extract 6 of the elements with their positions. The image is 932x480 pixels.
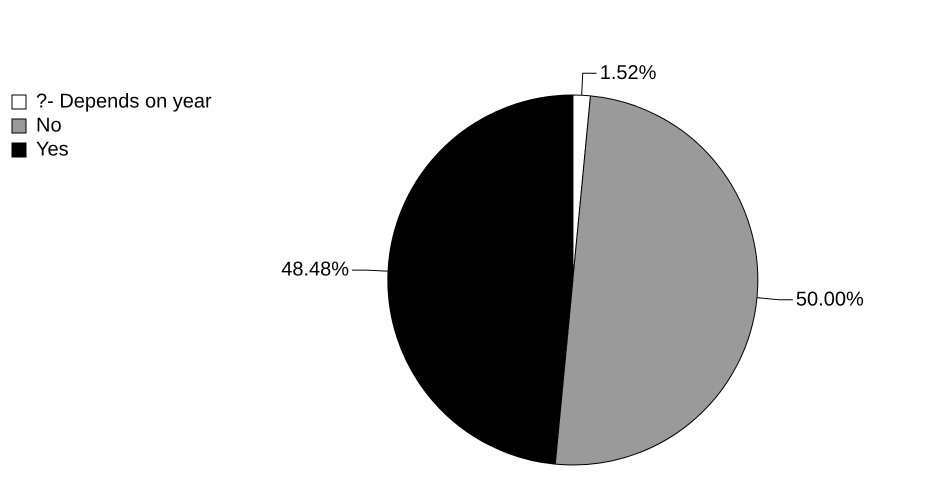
data-label: 50.00% [796, 288, 864, 310]
legend-label: ?- Depends on year [36, 90, 212, 113]
legend-label: Yes [36, 138, 69, 161]
data-label: 48.48% [281, 258, 350, 281]
data-label: 1.52% [600, 62, 657, 84]
legend-label: No [36, 114, 62, 137]
